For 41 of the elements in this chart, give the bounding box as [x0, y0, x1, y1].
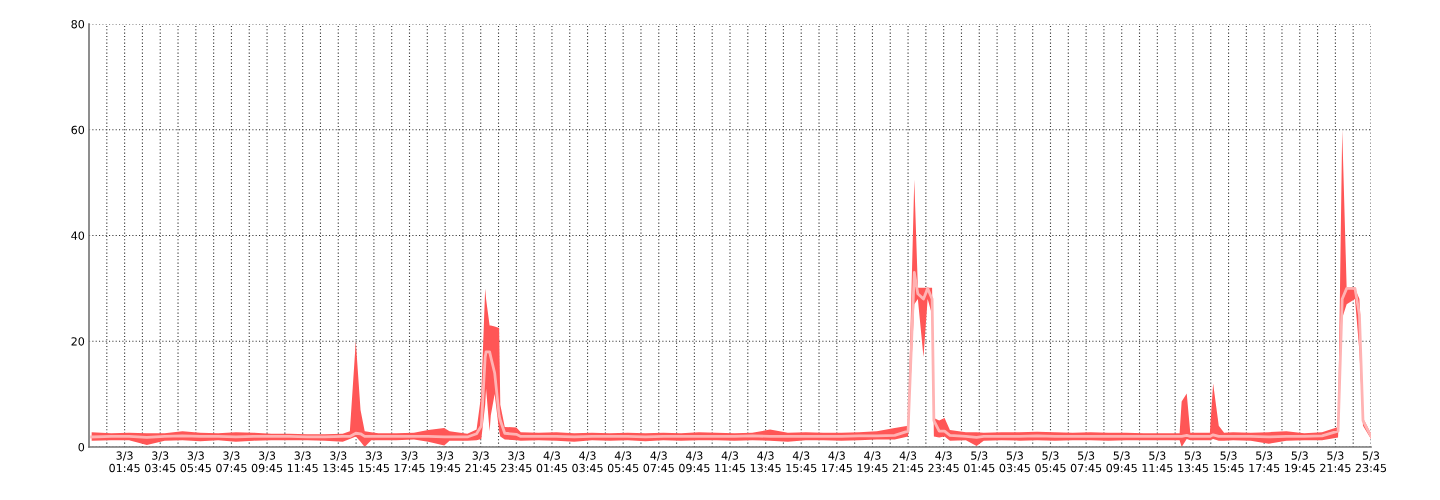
x-tick-label: 4/3 17:45 [822, 451, 852, 473]
y-tick-label: 0 [78, 442, 85, 452]
x-tick-label: 3/3 03:45 [144, 451, 176, 473]
x-tick-label: 5/3 15:45 [1213, 451, 1244, 473]
x-tick-label: 5/3 13:45 [1178, 451, 1208, 473]
x-tick-label: 5/3 01:45 [964, 451, 995, 473]
x-tick-label: 4/3 09:45 [679, 451, 710, 473]
y-tick-label: 80 [71, 19, 85, 29]
x-tick-label: 4/3 15:45 [786, 451, 817, 473]
x-tick-label: 3/3 05:45 [180, 451, 211, 473]
y-tick-label: 40 [71, 231, 85, 240]
x-tick-label: 4/3 19:45 [857, 451, 888, 473]
x-tick-label: 3/3 11:45 [287, 451, 318, 473]
x-tick-label: 4/3 23:45 [928, 451, 959, 473]
x-tick-label: 5/3 21:45 [1320, 451, 1351, 473]
x-tick-label: 3/3 01:45 [109, 451, 140, 473]
x-tick-label: 5/3 05:45 [1035, 451, 1066, 473]
x-tick-label: 4/3 01:45 [536, 451, 567, 473]
x-tick-label: 3/3 19:45 [430, 451, 461, 473]
x-tick-label: 3/3 09:45 [251, 451, 283, 473]
x-tick-label: 5/3 23:45 [1355, 451, 1387, 473]
x-tick-label: 5/3 11:45 [1142, 451, 1173, 473]
x-tick-label: 3/3 17:45 [394, 451, 425, 473]
x-tick-label: 5/3 03:45 [999, 451, 1030, 473]
x-tick-label: 4/3 21:45 [892, 451, 924, 473]
x-tick-label: 4/3 07:45 [643, 451, 674, 473]
x-tick-label: 4/3 03:45 [572, 451, 603, 473]
y-tick-label: 20 [71, 337, 85, 346]
x-tick-label: 3/3 13:45 [323, 451, 354, 473]
x-tick-label: 5/3 19:45 [1284, 451, 1315, 473]
x-tick-label: 3/3 21:45 [465, 451, 496, 473]
x-tick-label: 3/3 15:45 [359, 451, 389, 473]
x-tick-label: 5/3 17:45 [1249, 451, 1280, 473]
y-tick-label: 60 [71, 125, 85, 135]
x-tick-label: 3/3 07:45 [216, 451, 247, 473]
x-tick-label: 3/3 23:45 [501, 451, 532, 473]
x-tick-label: 4/3 13:45 [750, 451, 781, 473]
x-tick-label: 5/3 09:45 [1106, 451, 1137, 473]
x-tick-label: 4/3 11:45 [715, 451, 746, 473]
x-tick-label: 5/3 07:45 [1070, 451, 1102, 473]
x-tick-label: 4/3 05:45 [607, 451, 639, 473]
